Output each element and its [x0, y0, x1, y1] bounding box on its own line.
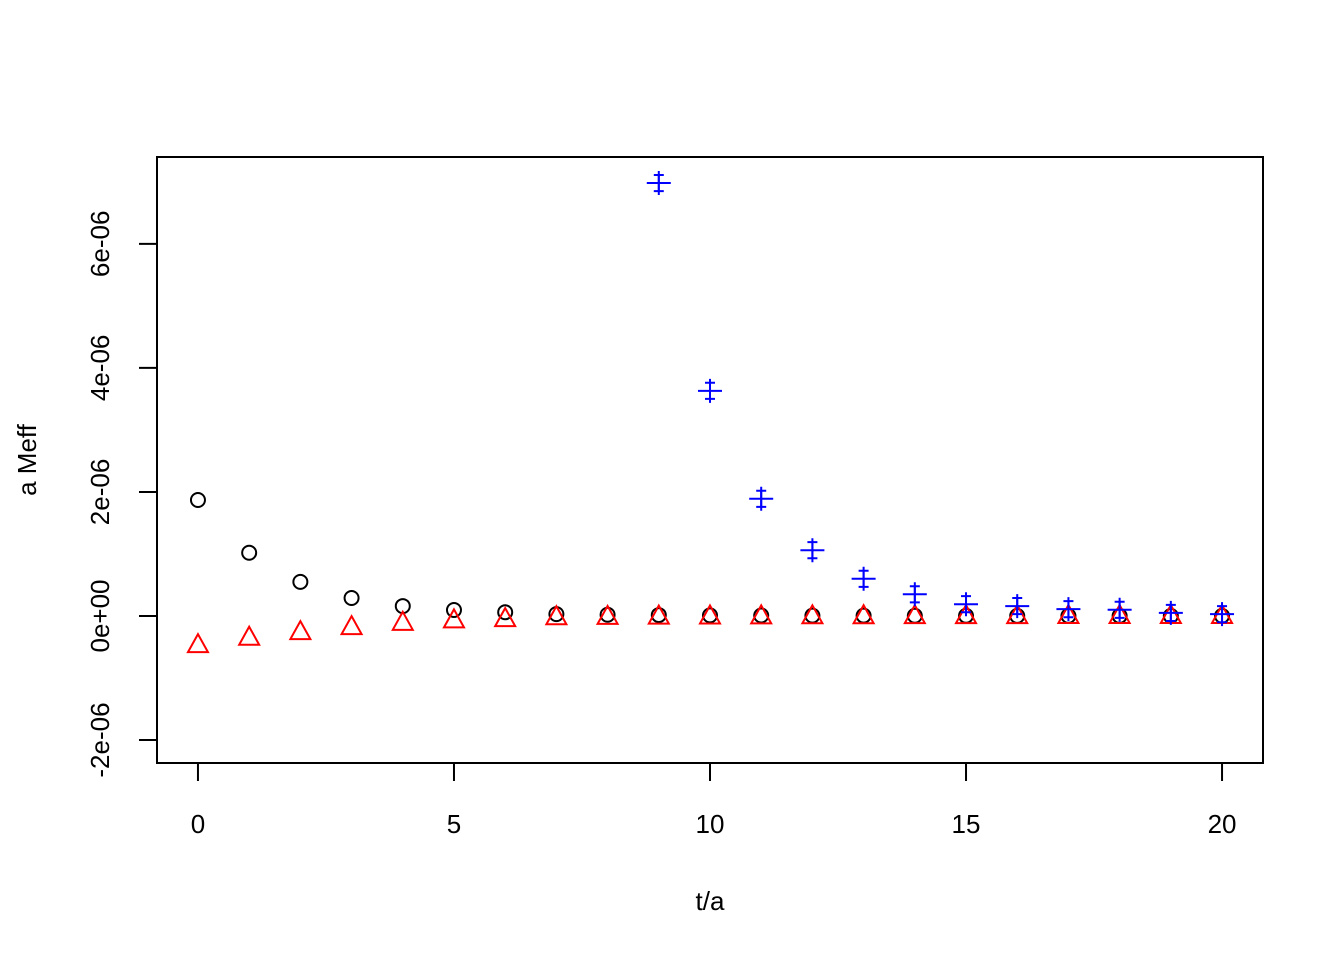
point: [237, 624, 261, 646]
point: [595, 603, 620, 625]
point: [186, 632, 210, 654]
x-axis-label: t/a: [696, 886, 725, 916]
point: [800, 538, 825, 563]
point: [1005, 594, 1030, 619]
x-tick-label: 20: [1208, 809, 1237, 839]
point: [954, 603, 978, 625]
point: [391, 609, 415, 631]
point: [1107, 597, 1132, 622]
y-axis-label: a Meff: [12, 423, 42, 496]
x-tick-label: 0: [191, 809, 205, 839]
point: [851, 566, 876, 591]
point: [800, 603, 825, 625]
y-tick-label: 4e-06: [85, 335, 115, 402]
x-tick-label: 5: [447, 809, 461, 839]
point: [1056, 597, 1081, 622]
point: [241, 544, 258, 561]
x-tick-label: 10: [696, 809, 725, 839]
point: [292, 573, 309, 590]
point: [698, 378, 722, 403]
point: [339, 614, 364, 636]
point: [445, 601, 462, 618]
y-tick-label: 2e-06: [85, 459, 115, 526]
point: [493, 606, 517, 628]
point: [647, 603, 671, 625]
point: [903, 603, 927, 625]
point: [702, 607, 718, 624]
point: [442, 607, 466, 629]
y-tick-label: 6e-06: [85, 211, 115, 278]
plot-frame: [156, 156, 1264, 764]
point: [343, 590, 360, 607]
point: [749, 603, 773, 625]
point: [1056, 602, 1081, 625]
point: [497, 604, 514, 621]
point: [646, 171, 671, 196]
point: [544, 604, 569, 626]
x-tick-label: 15: [952, 809, 981, 839]
point: [851, 603, 876, 625]
point: [1107, 602, 1132, 625]
point: [650, 607, 667, 624]
point: [1210, 602, 1235, 627]
point: [749, 486, 774, 511]
point: [954, 592, 979, 617]
point: [698, 603, 722, 625]
y-tick-label: -2e-06: [85, 702, 115, 777]
point: [902, 582, 927, 607]
y-tick-label: 0e+00: [85, 579, 115, 652]
point: [189, 492, 206, 509]
point: [1158, 600, 1183, 625]
point: [288, 619, 313, 641]
